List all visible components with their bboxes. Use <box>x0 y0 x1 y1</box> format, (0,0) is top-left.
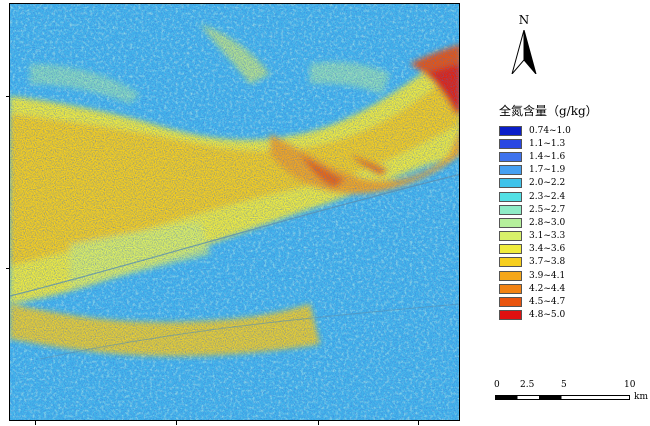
legend-swatch <box>499 217 522 228</box>
legend-swatch <box>499 257 522 268</box>
frame-tick <box>318 421 319 425</box>
legend-class-5: 2.0~2.2 <box>499 177 598 190</box>
legend-class-13: 4.2~4.4 <box>499 282 598 295</box>
legend-label: 1.1~1.3 <box>529 138 566 149</box>
legend-class-4: 1.7~1.9 <box>499 164 598 177</box>
legend-swatch <box>499 178 522 189</box>
legend-swatch <box>499 270 522 281</box>
legend-label: 3.4~3.6 <box>529 244 566 255</box>
scale-bar-graphic <box>495 395 630 400</box>
legend-label: 1.4~1.6 <box>529 151 566 162</box>
legend-class-8: 2.8~3.0 <box>499 216 598 229</box>
road-line <box>10 173 459 297</box>
legend-class-9: 3.1~3.3 <box>499 230 598 243</box>
scale-unit: km <box>634 392 648 402</box>
legend-label: 2.5~2.7 <box>529 204 566 215</box>
legend-label: 4.2~4.4 <box>529 283 566 294</box>
legend-class-11: 3.7~3.8 <box>499 256 598 269</box>
scale-label: 10 <box>624 380 636 390</box>
legend-label: 4.5~4.7 <box>529 297 566 308</box>
frame-tick <box>6 268 9 269</box>
legend-class-7: 2.5~2.7 <box>499 203 598 216</box>
north-arrow-icon <box>511 30 537 74</box>
legend-class-12: 3.9~4.1 <box>499 269 598 282</box>
legend-class-10: 3.4~3.6 <box>499 243 598 256</box>
legend-class-14: 4.5~4.7 <box>499 295 598 308</box>
scale-label: 2.5 <box>520 380 535 390</box>
legend-label: 3.9~4.1 <box>529 270 566 281</box>
nitrogen-content-raster <box>10 4 459 420</box>
frame-tick <box>6 96 9 97</box>
legend-class-1: 0.74~1.0 <box>499 124 598 137</box>
legend-label: 2.0~2.2 <box>529 178 566 189</box>
road-line <box>39 303 459 360</box>
scale-label: 5 <box>561 380 567 390</box>
legend-label: 3.1~3.3 <box>529 231 566 242</box>
legend: 全氮含量（g/kg） 0.74~1.0 1.1~1.3 1.4~1.6 1.7~1.9… <box>499 104 598 322</box>
legend-swatch <box>499 138 522 149</box>
legend-label: 0.74~1.0 <box>529 125 571 136</box>
legend-swatch <box>499 231 522 242</box>
legend-label: 2.8~3.0 <box>529 217 566 228</box>
frame-tick <box>418 421 419 425</box>
legend-label: 2.3~2.4 <box>529 191 566 202</box>
frame-tick <box>176 421 177 425</box>
legend-swatch <box>499 191 522 202</box>
legend-label: 3.7~3.8 <box>529 257 566 268</box>
legend-class-2: 1.1~1.3 <box>499 137 598 150</box>
legend-swatch <box>499 283 522 294</box>
legend-swatch <box>499 297 522 308</box>
legend-classes: 0.74~1.0 1.1~1.3 1.4~1.6 1.7~1.9 2.0~2.2 2.3~… <box>499 124 598 322</box>
north-label: N <box>518 13 530 27</box>
legend-swatch <box>499 204 522 215</box>
map-raster <box>9 3 460 421</box>
legend-swatch <box>499 165 522 176</box>
legend-swatch <box>499 310 522 321</box>
legend-class-3: 1.4~1.6 <box>499 150 598 163</box>
legend-swatch <box>499 125 522 136</box>
legend-swatch <box>499 151 522 162</box>
legend-class-15: 4.8~5.0 <box>499 309 598 322</box>
legend-title: 全氮含量（g/kg） <box>499 104 598 118</box>
frame-tick <box>35 421 36 425</box>
legend-label: 1.7~1.9 <box>529 165 566 176</box>
legend-class-6: 2.3~2.4 <box>499 190 598 203</box>
north-arrow: N <box>506 14 542 76</box>
scale-label: 0 <box>494 380 500 390</box>
legend-swatch <box>499 244 522 255</box>
legend-label: 4.8~5.0 <box>529 310 566 321</box>
scale-bar: 0 2.5 5 10 km <box>490 380 650 410</box>
